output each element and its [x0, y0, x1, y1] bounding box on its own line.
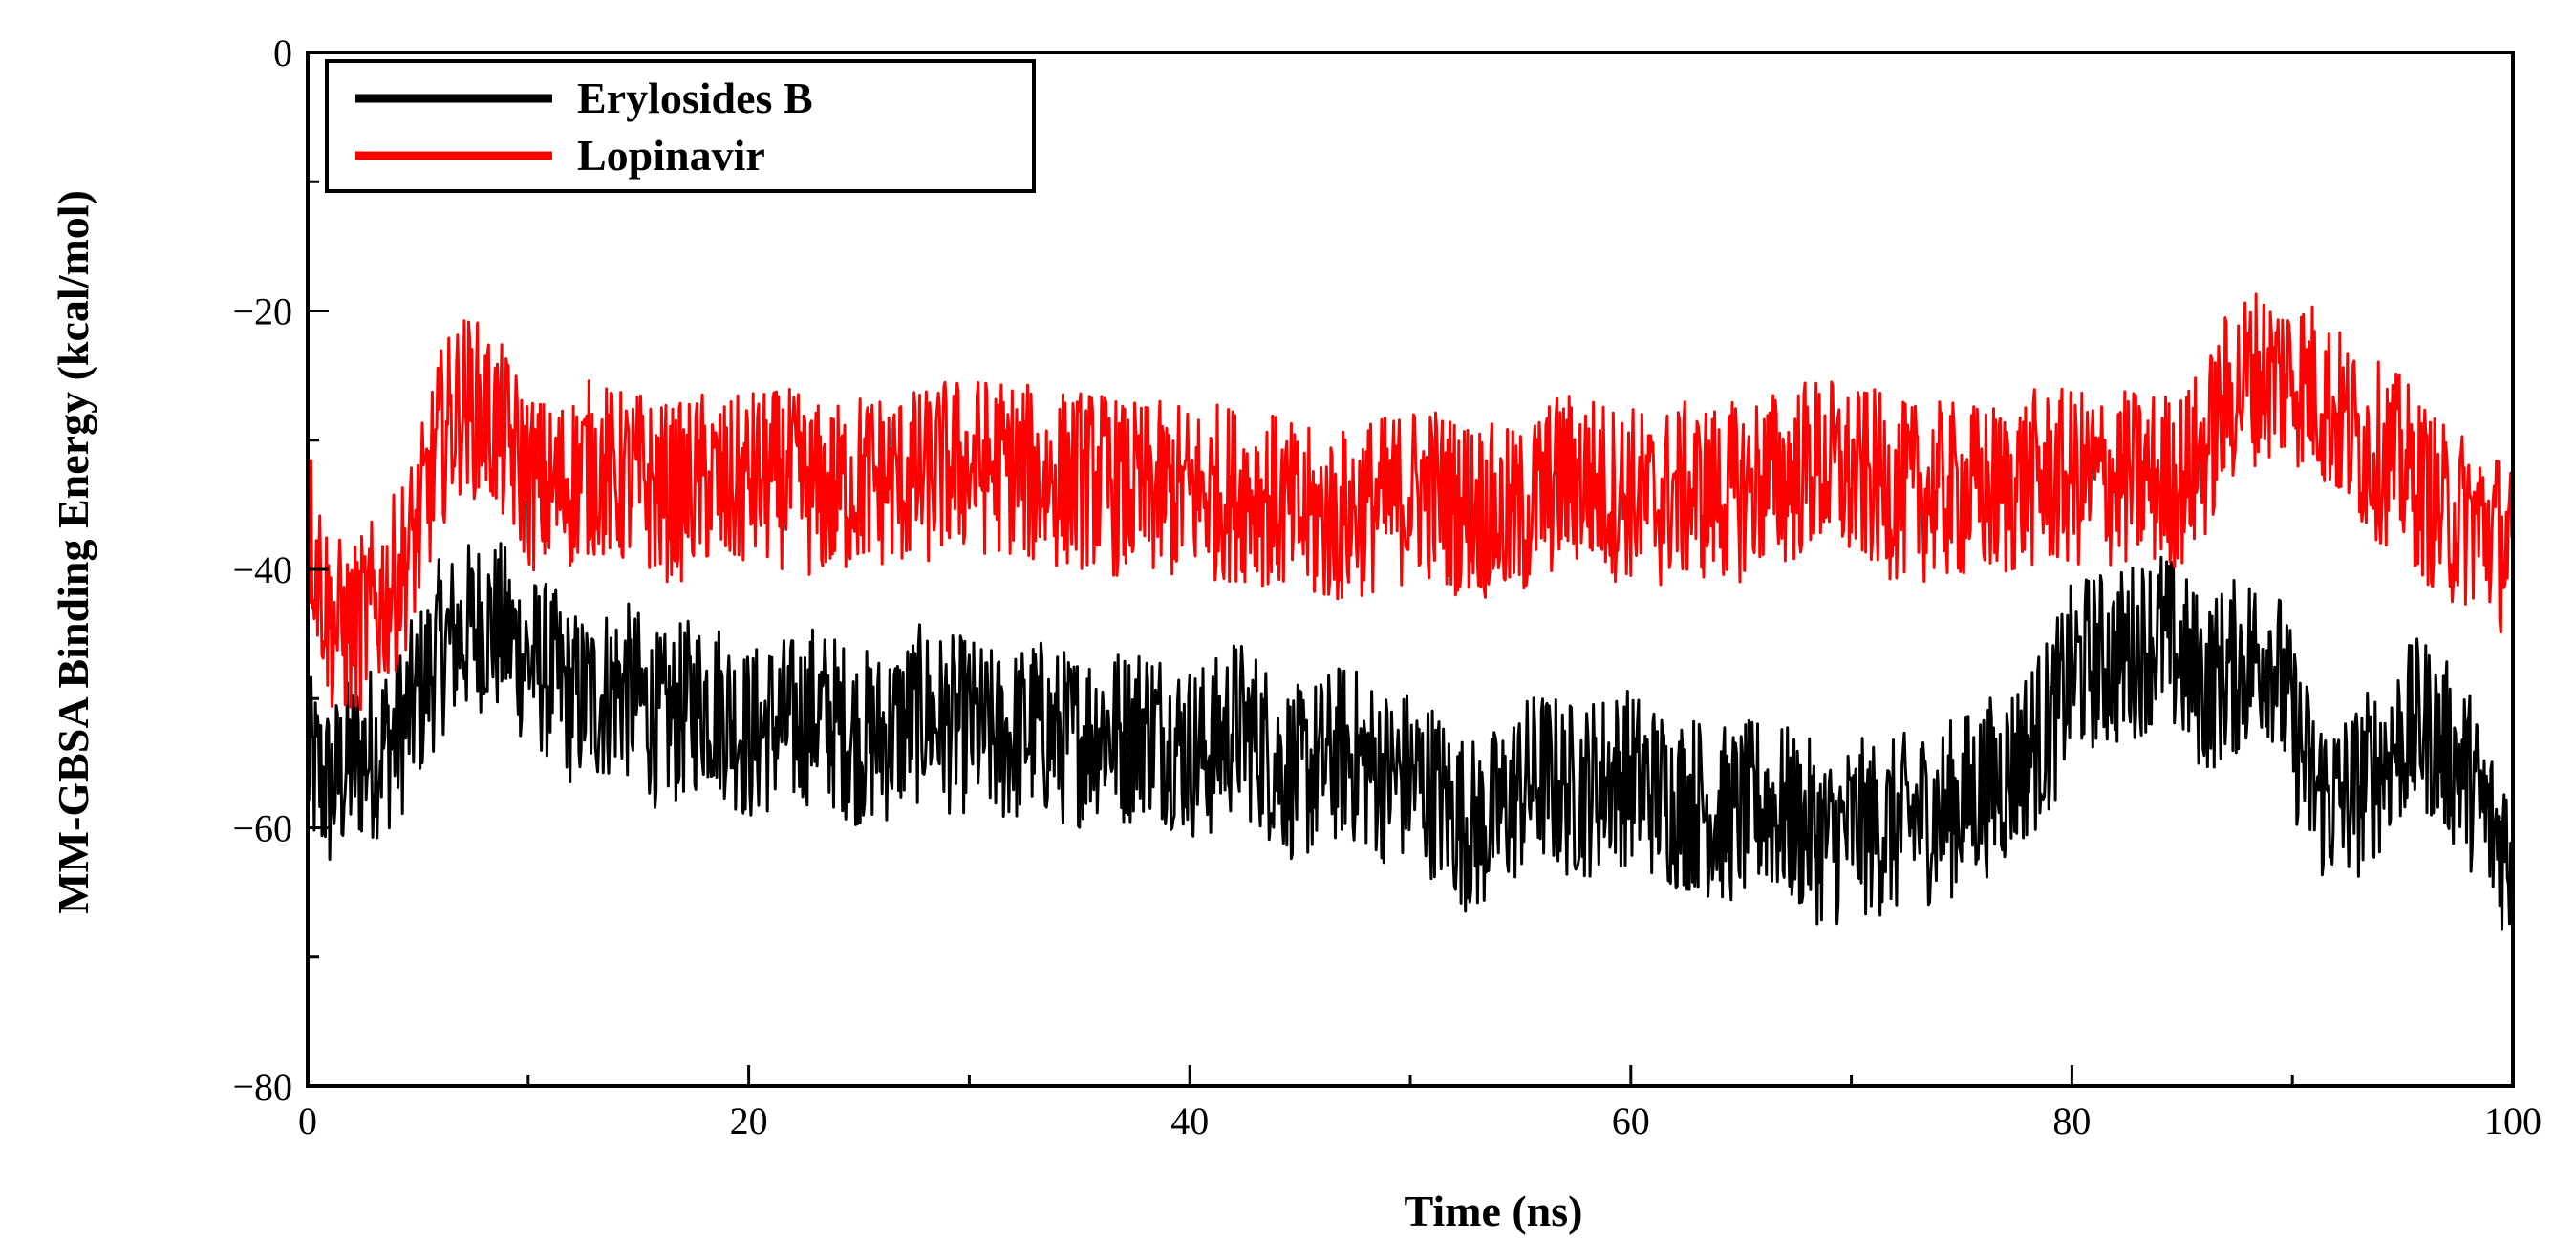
axes-layer: 0 20 40 60 80 100 0 −20 −40 −60 −80: [232, 32, 2542, 1143]
x-tick-label: 20: [730, 1100, 768, 1143]
y-tick-label: −60: [232, 807, 292, 850]
x-tick-label: 100: [2484, 1100, 2542, 1143]
y-tick-label: −20: [232, 290, 292, 333]
series-line-erylosides-b: [306, 542, 2515, 931]
y-tick-label: 0: [273, 32, 292, 75]
series-line-lopinavir: [306, 292, 2515, 711]
legend: Erylosides B Lopinavir: [325, 59, 1036, 193]
plot-frame: [306, 51, 2515, 1088]
x-axis-title: Time (ns): [1405, 1187, 1583, 1235]
y-axis-title: MM-GBSA Binding Energy (kcal/mol): [49, 190, 97, 914]
series-layer: [306, 292, 2515, 931]
legend-box: [325, 59, 1036, 193]
x-tick-label: 80: [2052, 1100, 2091, 1143]
y-tick-label: −80: [232, 1065, 292, 1108]
x-tick-label: 40: [1170, 1100, 1209, 1143]
legend-label-lopinavir: Lopinavir: [577, 131, 765, 180]
legend-label-erylosides-b: Erylosides B: [577, 74, 813, 122]
x-tick-label: 60: [1612, 1100, 1650, 1143]
x-tick-label: 0: [298, 1100, 317, 1143]
y-tick-label: −40: [232, 548, 292, 591]
